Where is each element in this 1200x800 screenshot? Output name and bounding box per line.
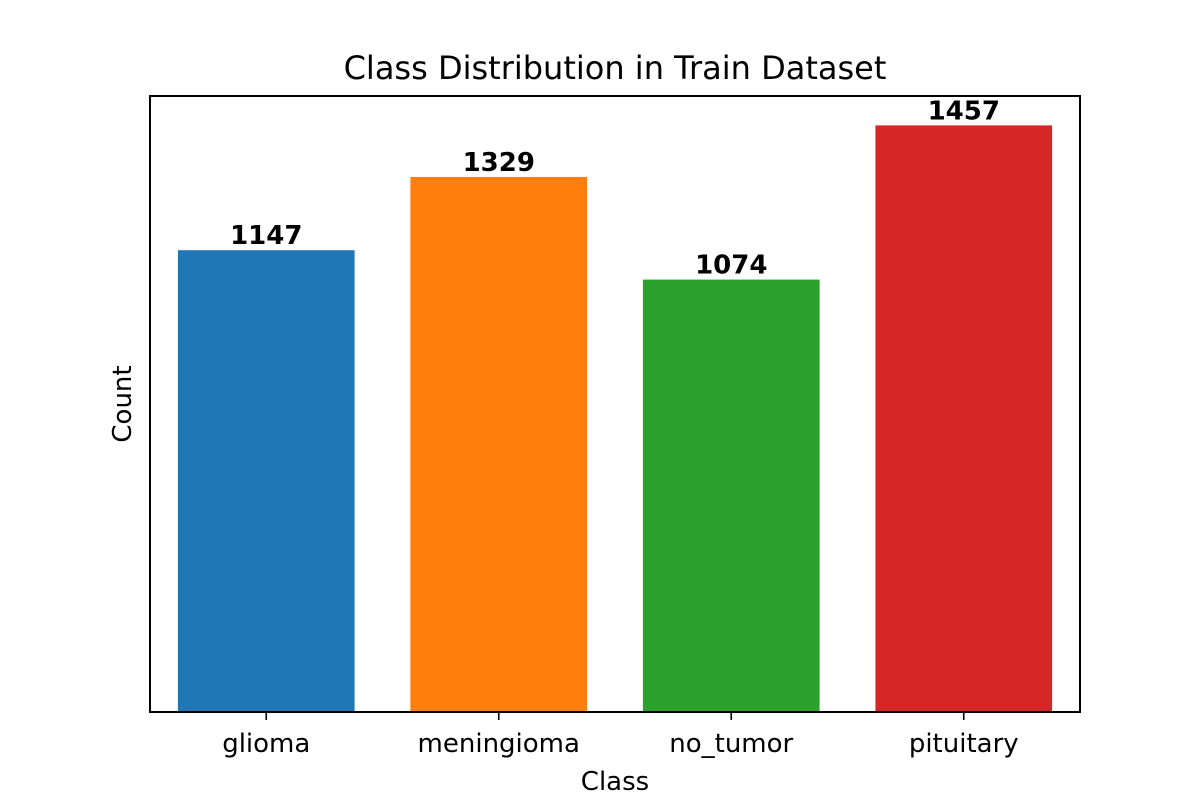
x-axis-ticks: glioma meningioma no_tumor pituitary [222,712,1019,759]
y-axis-label: Count [108,365,138,442]
chart-title: Class Distribution in Train Dataset [344,49,887,87]
value-label-no_tumor: 1074 [695,251,767,281]
x-tick-label-glioma: glioma [222,729,310,759]
plot-area-frame [149,95,1081,713]
value-label-glioma: 1147 [230,221,302,251]
bar-pituitary [875,125,1053,712]
x-tick-label-pituitary: pituitary [909,729,1019,759]
bar-glioma [177,250,355,713]
x-axis-label: Class [581,767,649,797]
x-tick-label-no_tumor: no_tumor [669,729,793,759]
x-tick-label-meningioma: meningioma [418,729,580,759]
value-label-pituitary: 1457 [928,96,1000,126]
bar-no_tumor [642,279,820,712]
bars-group [177,125,1053,713]
bar-meningioma [410,176,588,713]
value-label-meningioma: 1329 [463,148,535,178]
value-labels-group: 1147 1329 1074 1457 [230,96,1000,280]
